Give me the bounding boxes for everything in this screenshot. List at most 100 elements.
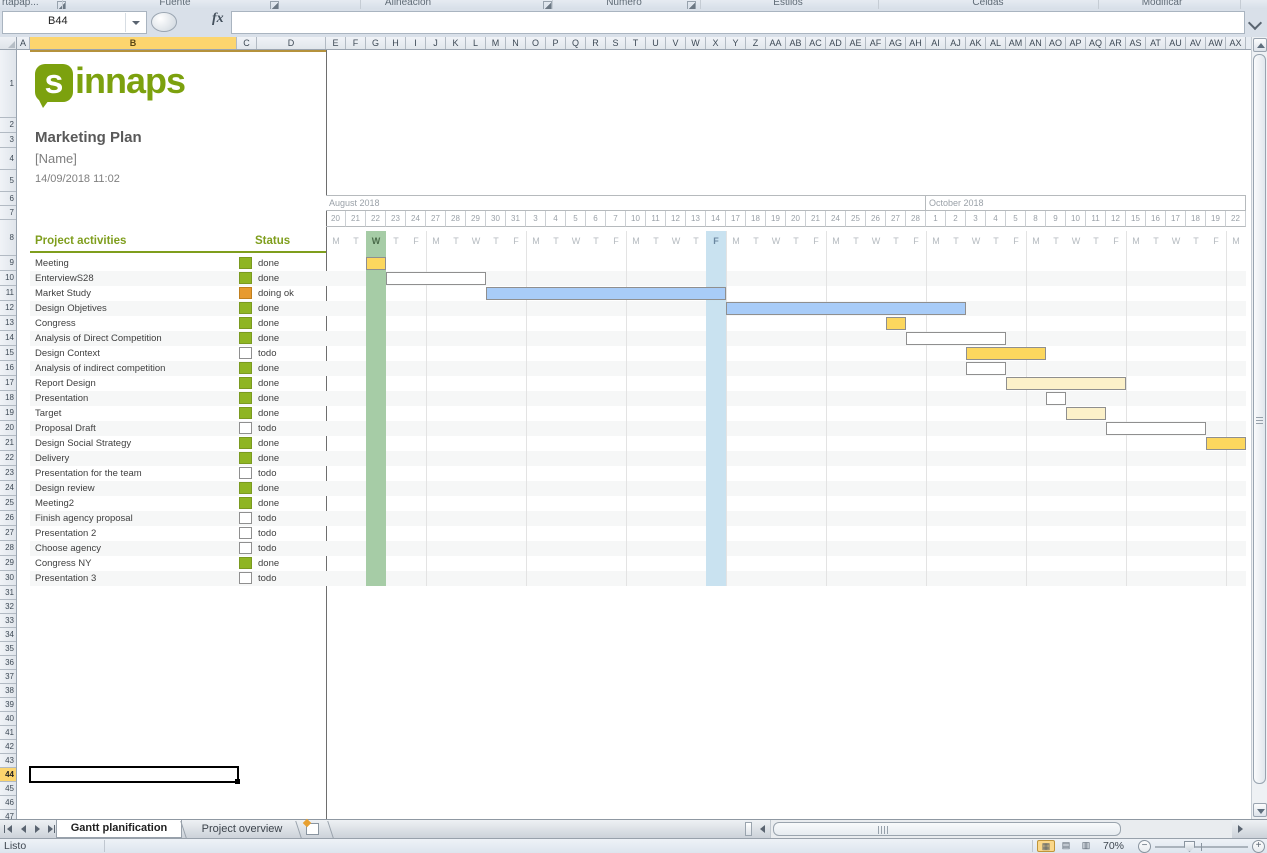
column-header-G[interactable]: G bbox=[366, 37, 386, 49]
activity-status-cell[interactable]: todo bbox=[258, 513, 277, 524]
day-number-cell[interactable]: 9 bbox=[1046, 211, 1066, 227]
gantt-bar[interactable] bbox=[1066, 407, 1106, 420]
column-header-AN[interactable]: AN bbox=[1026, 37, 1046, 49]
activity-name-cell[interactable]: Choose agency bbox=[35, 543, 102, 554]
weekday-letter-cell[interactable]: W bbox=[1071, 236, 1081, 246]
day-number-cell[interactable]: 27 bbox=[426, 211, 446, 227]
column-header-Z[interactable]: Z bbox=[746, 37, 766, 49]
gantt-bar[interactable] bbox=[966, 347, 1046, 360]
column-header-P[interactable]: P bbox=[546, 37, 566, 49]
row-header-42[interactable]: 42 bbox=[0, 740, 16, 754]
day-number-cell[interactable]: 22 bbox=[366, 211, 386, 227]
activity-name-cell[interactable]: Design review bbox=[35, 483, 95, 494]
weekday-letter-cell[interactable]: W bbox=[871, 236, 881, 246]
gantt-bar[interactable] bbox=[1046, 392, 1066, 405]
day-number-cell[interactable]: 7 bbox=[606, 211, 626, 227]
row-header-16[interactable]: 16 bbox=[0, 361, 16, 376]
row-header-10[interactable]: 10 bbox=[0, 271, 16, 286]
hscroll-left-button[interactable] bbox=[756, 822, 769, 836]
column-header-L[interactable]: L bbox=[466, 37, 486, 49]
status-chip[interactable] bbox=[239, 482, 252, 494]
activity-name-cell[interactable]: Congress bbox=[35, 318, 76, 329]
insert-worksheet-button[interactable] bbox=[302, 818, 319, 835]
day-number-cell[interactable]: 23 bbox=[386, 211, 406, 227]
zoom-level[interactable]: 70% bbox=[1103, 840, 1125, 852]
weekday-letter-cell[interactable]: F bbox=[813, 236, 819, 246]
gantt-bar[interactable] bbox=[906, 332, 1006, 345]
activity-name-cell[interactable]: Proposal Draft bbox=[35, 423, 96, 434]
row-header-21[interactable]: 21 bbox=[0, 436, 16, 451]
row-header-24[interactable]: 24 bbox=[0, 481, 16, 496]
column-header-Y[interactable]: Y bbox=[726, 37, 746, 49]
status-chip[interactable] bbox=[239, 392, 252, 404]
status-chip[interactable] bbox=[239, 407, 252, 419]
activity-name-cell[interactable]: Meeting bbox=[35, 258, 69, 269]
column-header-K[interactable]: K bbox=[446, 37, 466, 49]
row-header-29[interactable]: 29 bbox=[0, 556, 16, 571]
row-header-45[interactable]: 45 bbox=[0, 782, 16, 796]
column-header-AV[interactable]: AV bbox=[1186, 37, 1206, 49]
name-box-dropdown-icon[interactable] bbox=[132, 21, 140, 25]
weekday-letter-cell[interactable]: W bbox=[971, 236, 981, 246]
row-header-30[interactable]: 30 bbox=[0, 571, 16, 586]
normal-view-button[interactable]: ▦ bbox=[1037, 840, 1055, 852]
day-number-cell[interactable]: 25 bbox=[846, 211, 866, 227]
activity-status-cell[interactable]: done bbox=[258, 498, 280, 509]
activity-status-cell[interactable]: todo bbox=[258, 423, 277, 434]
row-header-12[interactable]: 12 bbox=[0, 301, 16, 316]
formula-input[interactable] bbox=[231, 11, 1245, 34]
activity-status-cell[interactable]: todo bbox=[258, 543, 277, 554]
activity-name-cell[interactable]: Presentation for the team bbox=[35, 468, 142, 479]
column-header-AX[interactable]: AX bbox=[1226, 37, 1246, 49]
weekday-letter-cell[interactable]: M bbox=[1232, 236, 1240, 246]
column-header-AU[interactable]: AU bbox=[1166, 37, 1186, 49]
row-header-23[interactable]: 23 bbox=[0, 466, 16, 481]
day-number-cell[interactable]: 4 bbox=[546, 211, 566, 227]
status-chip[interactable] bbox=[239, 527, 252, 539]
weekday-letter-cell[interactable]: M bbox=[1032, 236, 1040, 246]
dialog-launcher-icon[interactable] bbox=[543, 1, 552, 9]
weekday-letter-cell[interactable]: T bbox=[593, 236, 599, 246]
row-header-34[interactable]: 34 bbox=[0, 628, 16, 642]
weekday-letter-cell[interactable]: T bbox=[1193, 236, 1199, 246]
column-header-AP[interactable]: AP bbox=[1066, 37, 1086, 49]
row-header-17[interactable]: 17 bbox=[0, 376, 16, 391]
row-header-1[interactable]: 1 bbox=[0, 50, 16, 118]
activity-status-cell[interactable]: done bbox=[258, 438, 280, 449]
gantt-bar[interactable] bbox=[886, 317, 906, 330]
gantt-bar[interactable] bbox=[386, 272, 486, 285]
day-number-cell[interactable]: 11 bbox=[646, 211, 666, 227]
status-chip[interactable] bbox=[239, 497, 252, 509]
row-header-40[interactable]: 40 bbox=[0, 712, 16, 726]
weekday-letter-cell[interactable]: M bbox=[832, 236, 840, 246]
zoom-in-button[interactable]: + bbox=[1252, 840, 1265, 853]
day-number-cell[interactable]: 20 bbox=[326, 211, 346, 227]
day-number-cell[interactable]: 27 bbox=[886, 211, 906, 227]
column-header-AK[interactable]: AK bbox=[966, 37, 986, 49]
column-header-AM[interactable]: AM bbox=[1006, 37, 1026, 49]
status-chip[interactable] bbox=[239, 572, 252, 584]
gantt-bar[interactable] bbox=[1006, 377, 1126, 390]
activity-status-cell[interactable]: done bbox=[258, 378, 280, 389]
activity-name-cell[interactable]: EnterviewS28 bbox=[35, 273, 94, 284]
status-chip[interactable] bbox=[239, 512, 252, 524]
column-header-AS[interactable]: AS bbox=[1126, 37, 1146, 49]
day-number-cell[interactable]: 21 bbox=[346, 211, 366, 227]
day-number-cell[interactable]: 20 bbox=[786, 211, 806, 227]
vertical-scrollbar[interactable] bbox=[1251, 37, 1267, 819]
column-header-O[interactable]: O bbox=[526, 37, 546, 49]
weekday-letter-cell[interactable]: T bbox=[753, 236, 759, 246]
weekday-letter-cell[interactable]: T bbox=[453, 236, 459, 246]
row-header-31[interactable]: 31 bbox=[0, 586, 16, 600]
weekday-letter-cell[interactable]: T bbox=[1053, 236, 1059, 246]
gantt-bar[interactable] bbox=[1206, 437, 1246, 450]
activity-status-cell[interactable]: done bbox=[258, 393, 280, 404]
activity-status-cell[interactable]: done bbox=[258, 273, 280, 284]
day-number-cell[interactable]: 17 bbox=[1166, 211, 1186, 227]
column-header-B[interactable]: B bbox=[30, 37, 237, 49]
row-header-22[interactable]: 22 bbox=[0, 451, 16, 466]
column-header-X[interactable]: X bbox=[706, 37, 726, 49]
activity-status-cell[interactable]: done bbox=[258, 303, 280, 314]
column-header-AC[interactable]: AC bbox=[806, 37, 826, 49]
column-header-AH[interactable]: AH bbox=[906, 37, 926, 49]
